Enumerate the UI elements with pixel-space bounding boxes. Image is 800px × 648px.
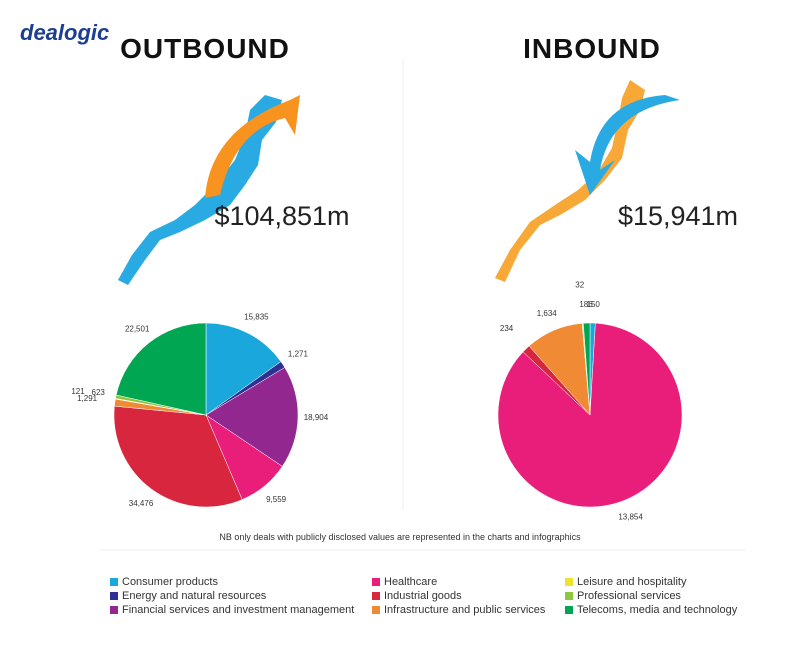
chart-title: INBOUND	[523, 33, 661, 64]
legend-swatch	[110, 592, 118, 600]
legend-label: Infrastructure and public services	[384, 604, 546, 616]
outbound-arrow	[205, 95, 300, 198]
value-label: 234	[500, 324, 514, 333]
value-label: 34,476	[129, 499, 154, 508]
pie-slice	[205, 322, 282, 416]
pie-slice	[113, 405, 243, 508]
inbound-arrow	[575, 95, 680, 195]
legend-swatch	[565, 592, 573, 600]
legend-swatch	[372, 592, 380, 600]
value-label: 121	[71, 387, 85, 396]
pie-slice	[583, 322, 591, 416]
chart-title: OUTBOUND	[120, 33, 290, 64]
legend-swatch	[565, 606, 573, 614]
legend-label: Financial services and investment manage…	[122, 604, 354, 616]
legend-label: Healthcare	[384, 576, 437, 588]
pie-slice	[115, 322, 207, 416]
legend-label: Leisure and hospitality	[577, 576, 687, 588]
value-label: 1,634	[537, 309, 558, 318]
legend-swatch	[565, 578, 573, 586]
value-label: 186	[579, 300, 593, 309]
total-value: $15,941m	[618, 201, 738, 231]
value-label: 32	[575, 281, 584, 290]
legend-label: Energy and natural resources	[122, 590, 267, 602]
legend-swatch	[110, 606, 118, 614]
legend-swatch	[110, 578, 118, 586]
value-label: 22,501	[125, 324, 150, 333]
logo: dealogic	[20, 20, 109, 45]
legend-label: Industrial goods	[384, 590, 462, 602]
value-label: 18,904	[304, 413, 329, 422]
value-label: 15,835	[244, 312, 269, 321]
value-label: 623	[92, 388, 106, 397]
legend-swatch	[372, 606, 380, 614]
legend-swatch	[372, 578, 380, 586]
pie-slice	[205, 367, 299, 467]
value-label: 1,291	[77, 394, 98, 403]
value-label: 1,271	[288, 350, 309, 359]
total-value: $104,851m	[214, 201, 349, 231]
legend-label: Telecoms, media and technology	[577, 604, 738, 616]
legend-label: Consumer products	[122, 576, 218, 588]
value-label: 13,854	[618, 512, 643, 521]
value-label: 150	[587, 300, 601, 309]
japan-map	[495, 80, 645, 282]
note: NB only deals with publicly disclosed va…	[219, 532, 581, 542]
value-label: 9,559	[266, 495, 287, 504]
legend-label: Professional services	[577, 590, 681, 602]
japan-map	[118, 95, 282, 285]
